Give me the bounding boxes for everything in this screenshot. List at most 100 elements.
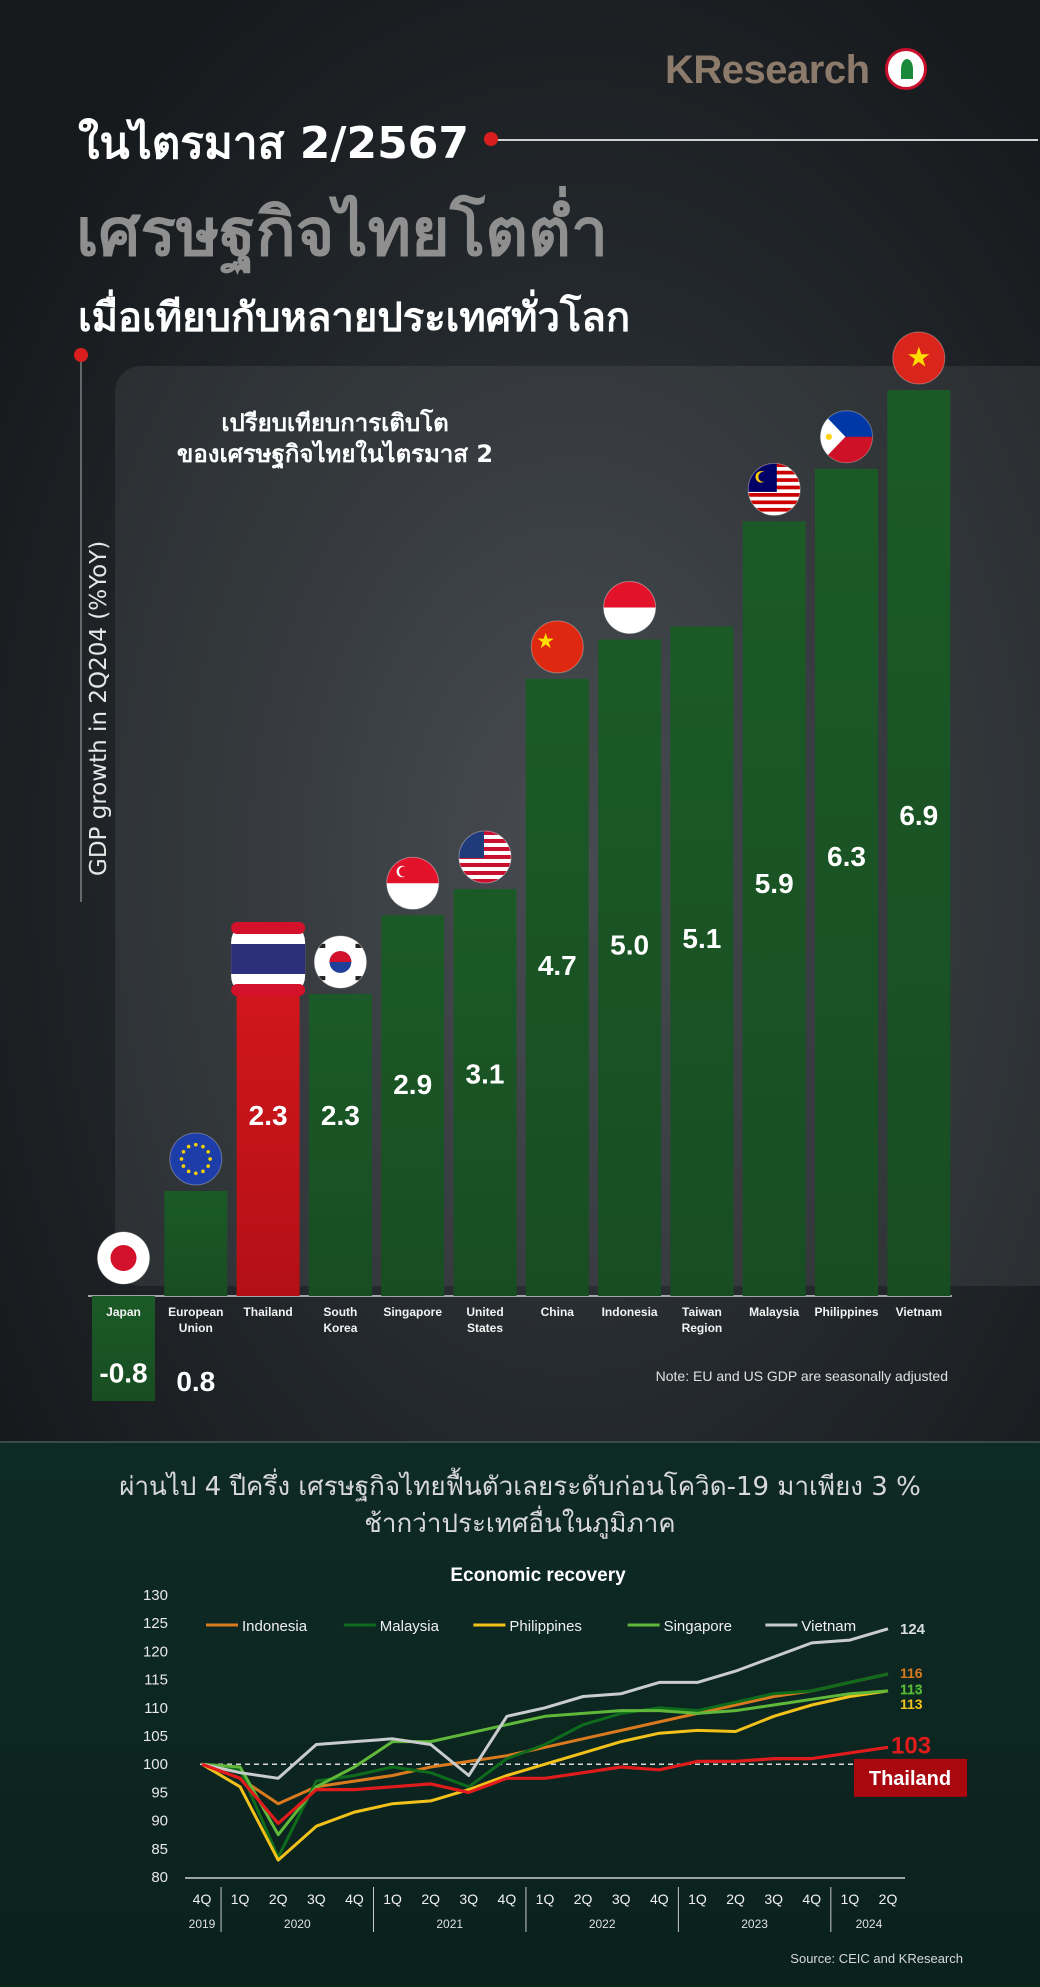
y-tick-label: 120 xyxy=(143,1643,168,1660)
series-end-label: 113 xyxy=(900,1681,923,1697)
bar xyxy=(670,626,734,1296)
y-tick-label: 125 xyxy=(143,1615,168,1632)
bar-category-label: Korea xyxy=(323,1321,357,1335)
bar-category-label: United xyxy=(466,1305,503,1319)
bar-category-label: European xyxy=(168,1305,223,1319)
vietnam-flag-icon: ★ xyxy=(892,332,945,385)
bar-value-label: 5.9 xyxy=(755,868,794,899)
x-tick-label: 4Q xyxy=(498,1891,517,1907)
series-end-label: 116 xyxy=(900,1682,923,1698)
svg-text:Vietnam: Vietnam xyxy=(801,1618,856,1635)
x-tick-label: 3Q xyxy=(612,1891,631,1907)
bar-chart-subtitle: เปรียบเทียบการเติบโต ของเศรษฐกิจไทยในไตร… xyxy=(145,408,525,470)
x-tick-label: 1Q xyxy=(536,1891,555,1907)
y-tick-label: 100 xyxy=(143,1756,168,1773)
svg-text:Philippines: Philippines xyxy=(509,1618,582,1635)
thailand-flag-icon xyxy=(231,922,306,997)
bar-value-label: 2.9 xyxy=(393,1069,432,1100)
bar-category-label: Singapore xyxy=(383,1305,442,1319)
bar-group: United States 3.1 xyxy=(453,830,517,1335)
bar-group: Malaysia 5.9 xyxy=(742,462,806,1319)
bar-category-label: Union xyxy=(179,1321,213,1335)
bar xyxy=(236,994,300,1296)
bar-group: Taiwan Region 5.1 xyxy=(670,626,734,1335)
bar-group: South Korea 2.3 xyxy=(308,935,372,1335)
brand-logo: KResearch xyxy=(665,48,870,92)
bar-category-label: Philippines xyxy=(814,1305,878,1319)
series-end-label: 116 xyxy=(900,1665,923,1681)
y-tick-label: 105 xyxy=(143,1728,168,1745)
bar-category-label: Taiwan xyxy=(682,1305,722,1319)
recovery-line-chart: Economic recovery 80 85 90 95 100 105 110 115 120… xyxy=(143,1565,967,1932)
x-tick-label: 1Q xyxy=(688,1891,707,1907)
malaysia-flag-icon xyxy=(748,463,801,516)
series-line-thailand xyxy=(201,1745,889,1825)
header-line-2: เศรษฐกิจไทยโตต่ำ xyxy=(76,194,609,271)
bar-category-label: Region xyxy=(682,1321,723,1335)
header-line-1: ในไตรมาส 2/2567 xyxy=(78,118,469,169)
section2-line-2: ช้ากว่าประเทศอื่นในภูมิภาค xyxy=(364,1509,676,1539)
eu-flag-icon xyxy=(169,1132,222,1185)
x-year-label: 2023 xyxy=(741,1917,768,1931)
bar-value-label: 6.9 xyxy=(899,800,938,831)
bar xyxy=(742,521,806,1296)
legend-item: Indonesia xyxy=(206,1618,308,1635)
bar-category-label: Japan xyxy=(106,1305,141,1319)
series-end-label: 124 xyxy=(900,1621,926,1638)
bottom-section xyxy=(0,1443,1040,1987)
x-tick-label: 3Q xyxy=(459,1891,478,1907)
bar-group: Japan -0.8 xyxy=(92,1231,155,1402)
x-tick-label: 2Q xyxy=(574,1891,593,1907)
source-note: Source: CEIC and KResearch xyxy=(790,1951,963,1966)
us-flag-icon xyxy=(459,830,511,883)
series-line-singapore xyxy=(201,1689,889,1837)
x-tick-label: 2Q xyxy=(421,1891,440,1907)
x-tick-label: 3Q xyxy=(307,1891,326,1907)
bar-category-label: Thailand xyxy=(243,1305,292,1319)
bar xyxy=(887,390,951,1296)
bar-category-label: Malaysia xyxy=(749,1305,799,1319)
x-tick-label: 1Q xyxy=(231,1891,250,1907)
legend-item: Philippines xyxy=(473,1618,582,1635)
svg-text:★: ★ xyxy=(907,341,931,372)
x-tick-label: 4Q xyxy=(650,1891,669,1907)
x-tick-label: 3Q xyxy=(764,1891,783,1907)
bar xyxy=(598,639,662,1296)
y-tick-label: 115 xyxy=(144,1672,168,1689)
line-chart-title: Economic recovery xyxy=(450,1565,626,1586)
header-dot xyxy=(484,132,498,146)
x-year-label: 2019 xyxy=(189,1917,216,1931)
bar-category-label: South xyxy=(323,1305,357,1319)
bar-group: China 4.7 ★ xyxy=(525,620,589,1319)
kbank-leaf-icon xyxy=(885,48,927,90)
x-tick-label: 4Q xyxy=(193,1891,212,1907)
section-divider xyxy=(0,1441,1040,1444)
bar xyxy=(381,915,445,1296)
bar xyxy=(92,1296,155,1402)
y-tick-label: 110 xyxy=(144,1700,168,1717)
svg-text:★: ★ xyxy=(536,630,555,653)
bar-category-label: China xyxy=(541,1305,575,1319)
svg-text:Singapore: Singapore xyxy=(664,1618,732,1635)
x-tick-label: 4Q xyxy=(802,1891,821,1907)
y-tick-label: 80 xyxy=(151,1869,168,1886)
bar-value-label: 5.1 xyxy=(682,923,721,954)
x-year-label: 2022 xyxy=(589,1917,616,1931)
x-year-label: 2020 xyxy=(284,1917,311,1931)
section2-line-1: ผ่านไป 4 ปีครึ่ง เศรษฐกิจไทยฟื้นตัวเลยระ… xyxy=(119,1472,921,1502)
south-korea-flag-icon xyxy=(314,936,367,989)
bar-group: Singapore 2.9 xyxy=(381,856,445,1319)
bar-category-label: Indonesia xyxy=(602,1305,658,1319)
series-end-label: 103 xyxy=(891,1732,931,1759)
header-line-3: เมื่อเทียบกับหลายประเทศทั่วโลก xyxy=(78,295,631,341)
bar xyxy=(308,994,372,1296)
series-line-vietnam xyxy=(201,1627,889,1780)
bar xyxy=(525,678,589,1296)
bar-value-label: -0.8 xyxy=(99,1358,147,1389)
indonesia-flag-icon xyxy=(603,581,656,634)
bar xyxy=(164,1190,228,1296)
x-tick-label: 2Q xyxy=(879,1891,898,1907)
x-year-label: 2024 xyxy=(856,1917,883,1931)
gdp-bar-chart: Japan-0.8EuropeanUnion0.8Thailand2.3Sout… xyxy=(88,331,952,1402)
axis-rule xyxy=(80,362,82,902)
